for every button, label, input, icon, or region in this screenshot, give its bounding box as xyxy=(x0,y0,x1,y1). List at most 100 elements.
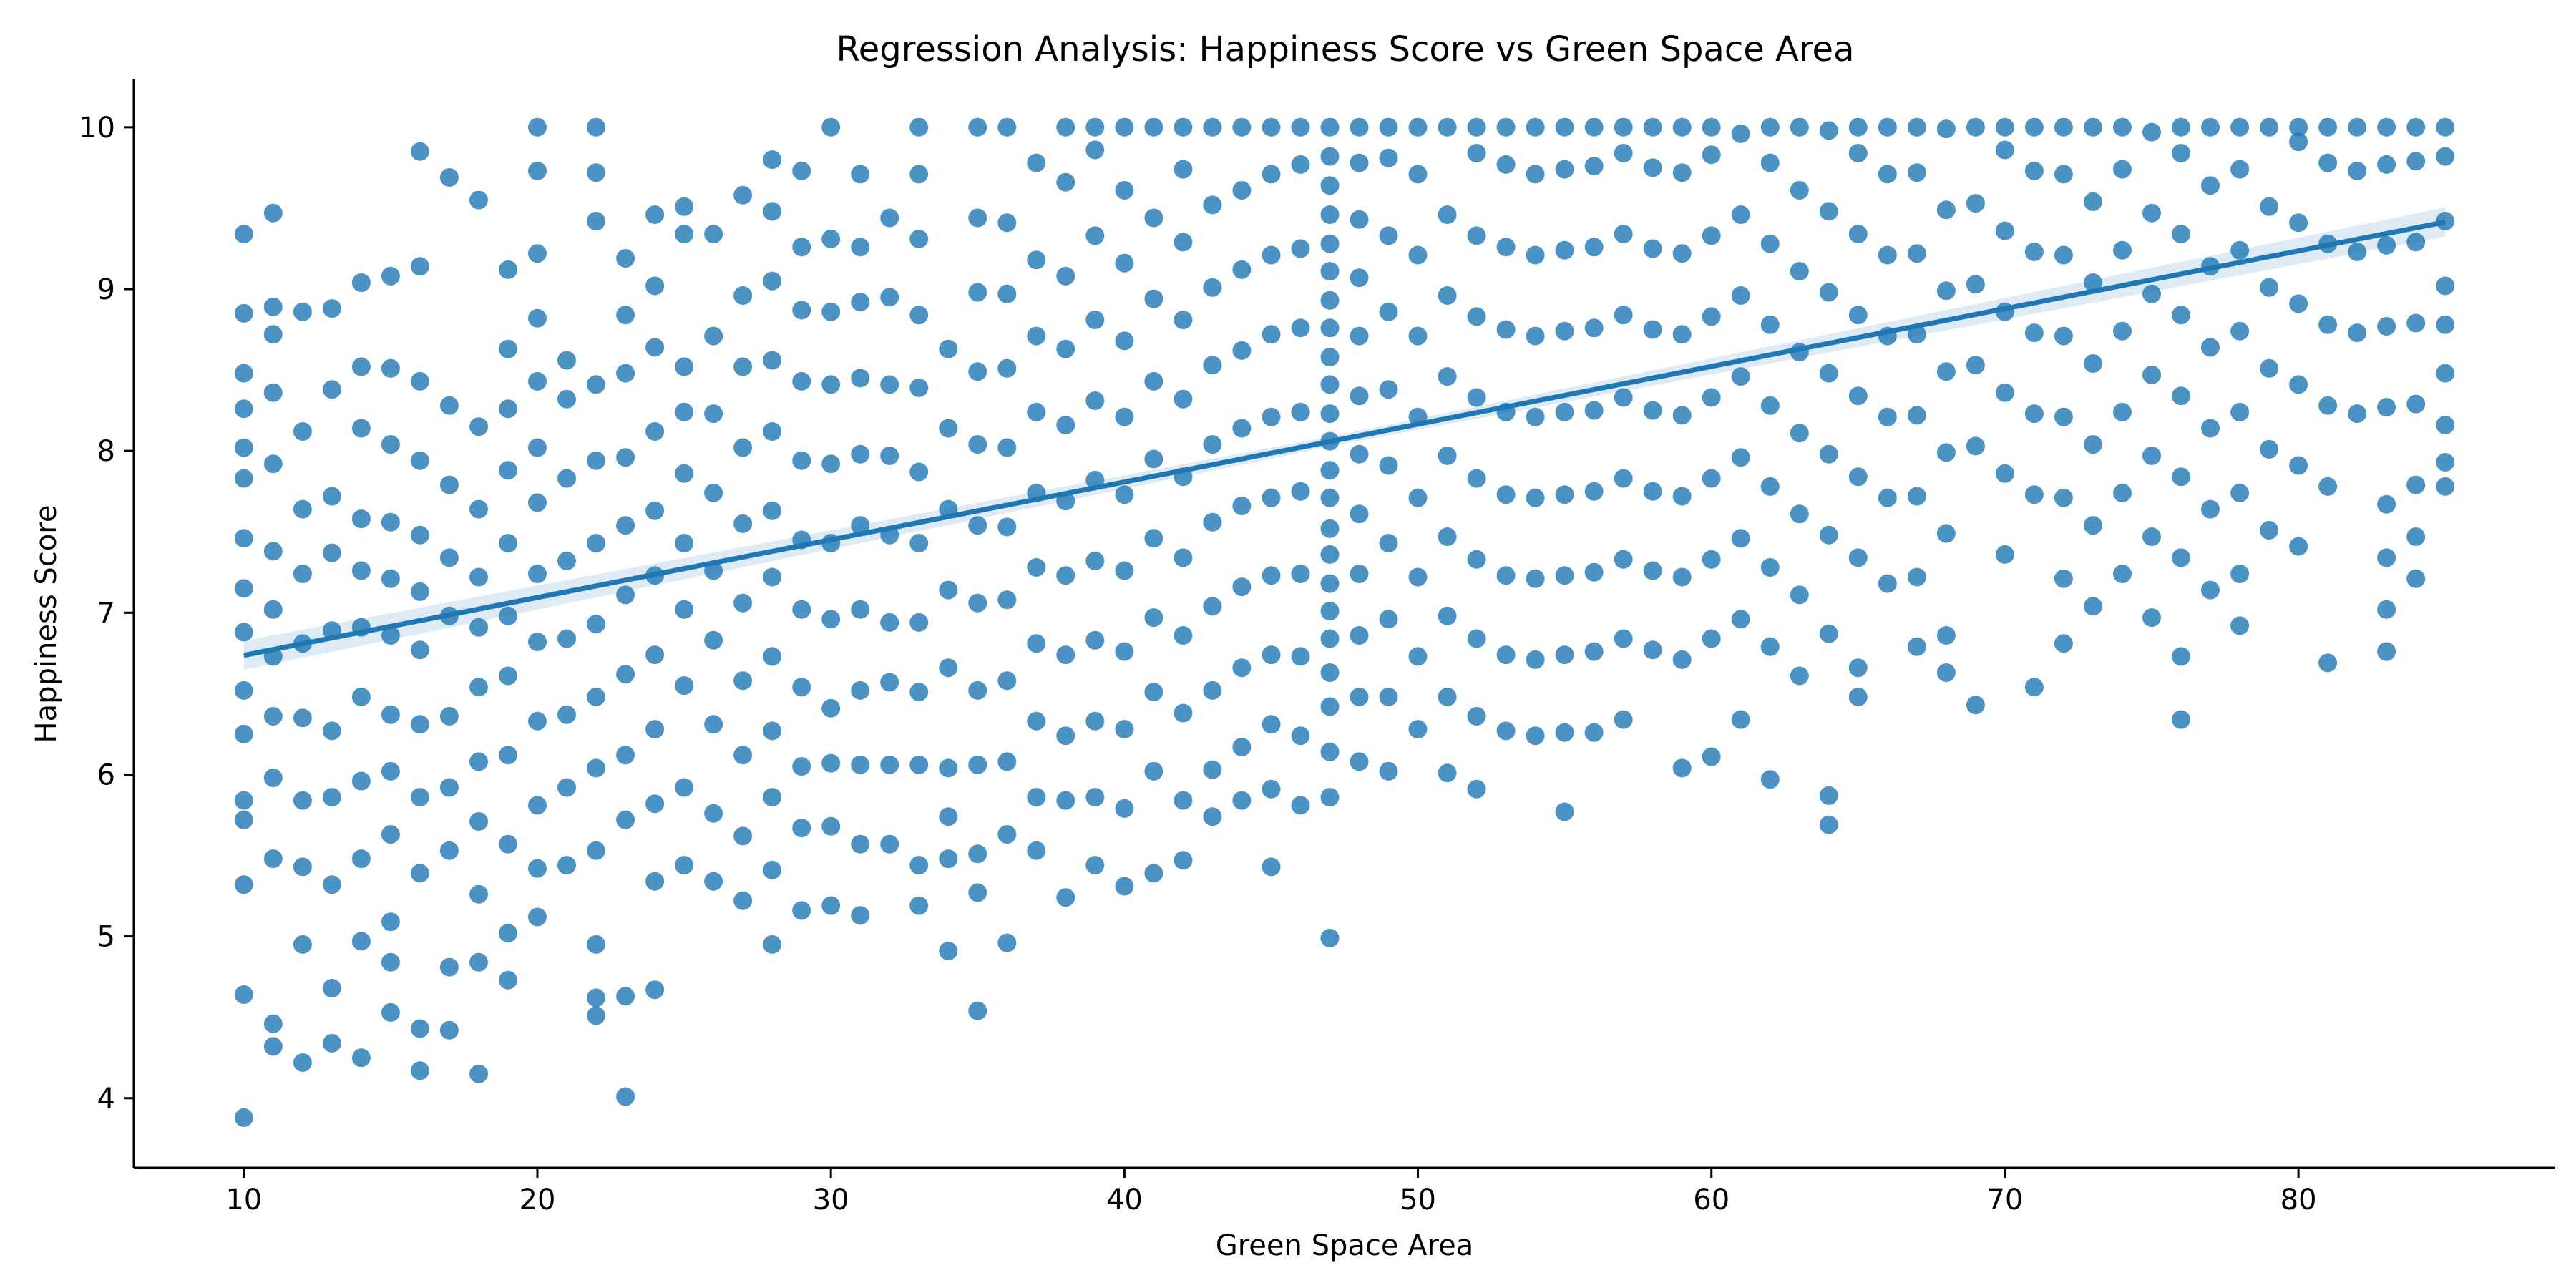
data-point xyxy=(1790,424,1809,443)
data-point xyxy=(439,475,459,494)
data-point xyxy=(1731,610,1750,629)
data-point xyxy=(1966,117,1985,137)
data-point xyxy=(1350,752,1369,771)
data-point xyxy=(2377,600,2396,619)
data-point xyxy=(1320,788,1340,807)
data-point xyxy=(1819,283,1838,302)
data-point xyxy=(1672,567,1692,587)
data-point xyxy=(2054,117,2073,137)
data-point xyxy=(263,203,283,223)
data-point xyxy=(1496,485,1516,504)
data-point xyxy=(1291,565,1310,583)
data-point xyxy=(322,979,341,997)
data-point xyxy=(469,952,488,972)
data-point xyxy=(763,422,782,441)
data-point xyxy=(968,593,987,613)
data-point xyxy=(381,358,400,378)
data-point xyxy=(410,640,429,660)
data-point xyxy=(1966,275,1985,294)
data-point xyxy=(587,534,605,553)
data-point xyxy=(410,715,429,734)
data-point xyxy=(1085,391,1105,410)
data-point xyxy=(1643,320,1662,339)
data-point xyxy=(557,469,576,488)
data-point xyxy=(2406,233,2426,252)
data-point xyxy=(381,435,400,454)
data-point xyxy=(1144,208,1163,228)
data-point xyxy=(528,633,547,651)
data-point xyxy=(2024,161,2044,180)
data-point xyxy=(1702,747,1721,766)
data-point xyxy=(1379,226,1398,245)
data-point xyxy=(1174,389,1193,409)
data-point xyxy=(1232,117,1252,137)
data-point xyxy=(1467,117,1486,137)
data-point xyxy=(2230,240,2250,260)
data-point xyxy=(234,225,253,244)
data-point xyxy=(1144,449,1163,469)
data-point xyxy=(939,758,958,778)
data-point xyxy=(1174,851,1193,870)
x-tick-label: 20 xyxy=(519,1184,556,1216)
data-point xyxy=(1584,238,1604,257)
data-point xyxy=(2260,278,2279,297)
data-point xyxy=(1848,548,1868,567)
data-point xyxy=(557,856,576,875)
data-point xyxy=(1438,286,1457,305)
data-point xyxy=(1966,696,1985,715)
data-point xyxy=(1731,367,1750,386)
data-point xyxy=(1174,703,1193,723)
data-point xyxy=(1115,331,1134,351)
data-point xyxy=(1291,726,1310,746)
data-point xyxy=(763,150,782,170)
data-point xyxy=(1320,928,1340,947)
data-point xyxy=(1878,117,1897,137)
data-point xyxy=(263,454,283,474)
data-point xyxy=(645,338,665,357)
data-point xyxy=(1320,629,1340,648)
data-point xyxy=(1467,226,1486,245)
data-point xyxy=(1467,779,1486,799)
data-point xyxy=(2377,235,2396,255)
data-point xyxy=(704,483,723,502)
data-point xyxy=(2054,326,2073,346)
data-point xyxy=(587,375,605,394)
data-point xyxy=(968,680,987,700)
data-point xyxy=(1408,165,1428,184)
data-point xyxy=(1203,278,1222,297)
data-point xyxy=(1320,262,1340,281)
data-point xyxy=(2172,225,2190,244)
data-point xyxy=(1760,153,1780,172)
data-point xyxy=(1056,645,1075,665)
data-point xyxy=(1672,325,1692,344)
data-point xyxy=(1848,117,1868,137)
data-point xyxy=(851,516,870,535)
data-point xyxy=(1203,435,1222,454)
data-point xyxy=(587,451,605,470)
data-point xyxy=(880,755,899,774)
data-point xyxy=(528,565,547,583)
data-point xyxy=(1702,629,1721,648)
data-point xyxy=(322,875,341,894)
data-point xyxy=(234,875,253,894)
data-point xyxy=(1760,770,1780,789)
data-point xyxy=(1731,529,1750,548)
data-point xyxy=(263,769,283,787)
data-point xyxy=(293,302,312,321)
data-point xyxy=(1936,119,1956,139)
data-point xyxy=(1819,624,1838,643)
data-point xyxy=(1672,244,1692,263)
data-point xyxy=(1085,140,1105,160)
data-point xyxy=(469,190,488,210)
data-point xyxy=(2084,273,2102,292)
data-point xyxy=(1262,117,1281,137)
data-point xyxy=(1643,117,1662,137)
data-point xyxy=(1614,388,1633,407)
data-point xyxy=(1174,311,1193,329)
data-point xyxy=(1584,157,1604,176)
data-point xyxy=(851,755,870,774)
data-point xyxy=(293,708,312,728)
data-point xyxy=(2377,317,2396,336)
data-point xyxy=(1085,788,1105,807)
data-point xyxy=(528,438,547,457)
